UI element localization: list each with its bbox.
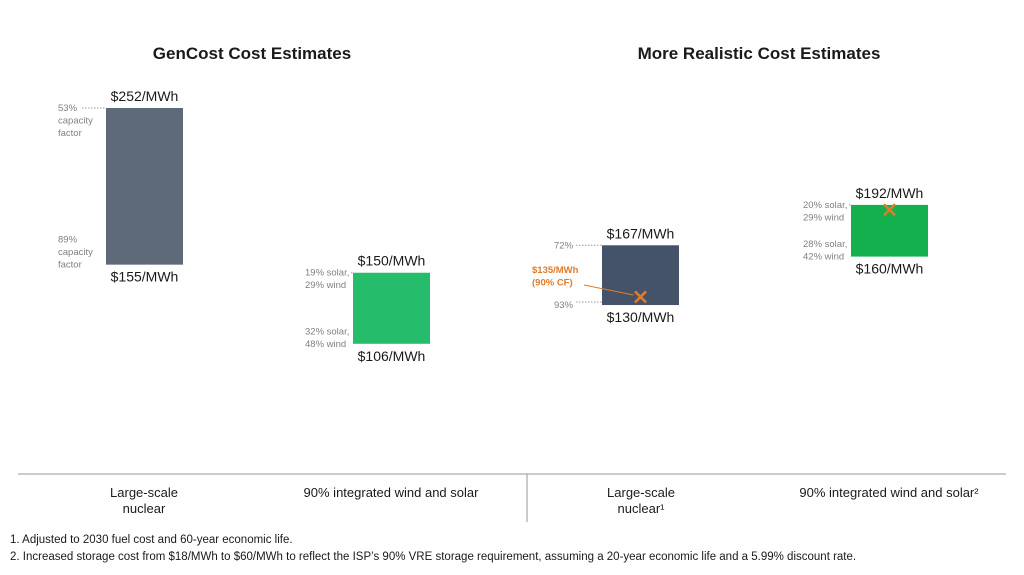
cost-range-bar bbox=[602, 245, 679, 306]
marker-leader bbox=[583, 284, 634, 296]
panel-title: More Realistic Cost Estimates bbox=[638, 44, 881, 63]
cost-range-bar bbox=[353, 272, 430, 344]
low-value-label: $160/MWh bbox=[856, 261, 924, 277]
marker-label: (90% CF) bbox=[532, 277, 573, 288]
category-label: Large-scale bbox=[607, 485, 675, 500]
footnote-1: 1. Adjusted to 2030 fuel cost and 60-yea… bbox=[10, 534, 293, 546]
low-capacity-note: 93% bbox=[554, 300, 574, 311]
low-value-label: $130/MWh bbox=[607, 309, 675, 325]
low-capacity-note: 89% bbox=[58, 235, 78, 246]
high-capacity-note: 53% bbox=[58, 103, 78, 114]
low-capacity-note: 28% solar, bbox=[803, 239, 847, 250]
high-capacity-note: 19% solar, bbox=[305, 268, 349, 279]
marker-cross bbox=[883, 203, 896, 217]
high-value-label: $167/MWh bbox=[607, 225, 675, 241]
low-capacity-note: 48% wind bbox=[305, 339, 346, 350]
low-capacity-note: factor bbox=[58, 260, 82, 271]
high-capacity-note: 29% wind bbox=[803, 212, 844, 223]
cost-range-bar bbox=[106, 108, 183, 265]
high-value-label: $192/MWh bbox=[856, 185, 924, 201]
high-capacity-note: 29% wind bbox=[305, 280, 346, 291]
low-value-label: $155/MWh bbox=[111, 269, 179, 285]
low-capacity-note: capacity bbox=[58, 247, 93, 258]
high-capacity-note: capacity bbox=[58, 116, 93, 127]
marker-cross bbox=[634, 290, 647, 304]
high-capacity-note: factor bbox=[58, 128, 82, 139]
high-capacity-note: 20% solar, bbox=[803, 200, 847, 211]
category-label: nuclear¹ bbox=[618, 501, 666, 516]
footnote-2: 2. Increased storage cost from $18/MWh t… bbox=[10, 551, 857, 563]
low-value-label: $106/MWh bbox=[358, 348, 426, 364]
low-capacity-note: 32% solar, bbox=[305, 326, 349, 337]
high-value-label: $252/MWh bbox=[111, 88, 179, 104]
cost-range-bar bbox=[851, 204, 928, 257]
marker-label: $135/MWh bbox=[532, 265, 579, 276]
high-value-label: $150/MWh bbox=[358, 253, 426, 269]
category-label: Large-scale bbox=[110, 485, 178, 500]
high-capacity-note: 72% bbox=[554, 240, 574, 251]
category-label: 90% integrated wind and solar bbox=[304, 485, 480, 500]
category-label: 90% integrated wind and solar² bbox=[799, 485, 979, 500]
panel-title: GenCost Cost Estimates bbox=[153, 44, 351, 63]
low-capacity-note: 42% wind bbox=[803, 252, 844, 263]
category-label: nuclear bbox=[123, 501, 166, 516]
